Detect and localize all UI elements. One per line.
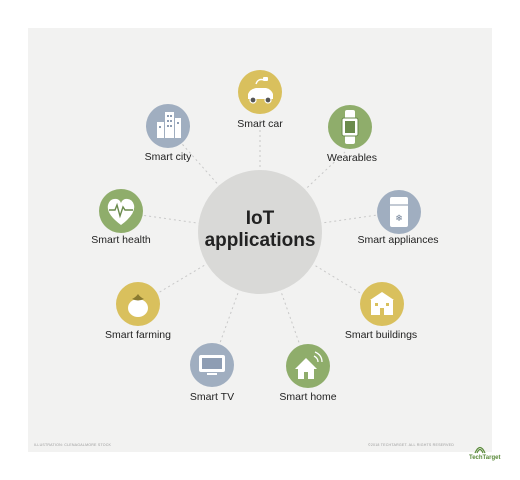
connector-smart-home xyxy=(259,231,309,369)
node-label: Smart city xyxy=(145,151,192,163)
center-title-line1: IoT xyxy=(246,208,275,229)
node-label: Wearables xyxy=(327,152,377,164)
node-smart-city: Smart city xyxy=(145,104,192,163)
connector-smart-city xyxy=(167,127,261,233)
connector-smart-buildings xyxy=(259,231,381,306)
node-smart-health: Smart health xyxy=(91,189,151,246)
connector-smart-appliances xyxy=(259,211,399,233)
techtarget-logo-text: TechTarget xyxy=(469,455,501,461)
heart-pulse-icon xyxy=(107,198,135,225)
node-smart-tv: Smart TV xyxy=(190,343,234,403)
svg-text:❄: ❄ xyxy=(395,214,403,224)
node-label: Smart farming xyxy=(105,329,171,341)
center-title-line2: applications xyxy=(205,230,316,251)
connector-smart-farming xyxy=(137,231,261,306)
footer-illustration-credit: ILLUSTRATION: CLENAGALMORE STOCK xyxy=(34,443,112,447)
tv-icon xyxy=(199,355,225,375)
node-label: Smart TV xyxy=(190,391,234,403)
node-label: Smart health xyxy=(91,234,151,246)
node-smart-home: Smart home xyxy=(279,344,337,403)
footer-copyright: ©2018 TECHTARGET. ALL RIGHTS RESERVED xyxy=(367,443,454,447)
node-smart-buildings: Smart buildings xyxy=(345,282,417,341)
car-icon xyxy=(248,77,273,104)
node-label: Smart buildings xyxy=(345,329,417,341)
smartwatch-icon xyxy=(341,110,359,144)
node-label: Smart home xyxy=(279,391,336,403)
connector-smart-tv xyxy=(211,231,261,366)
node-label: Smart appliances xyxy=(357,234,438,246)
city-buildings-icon xyxy=(157,112,181,138)
connector-smart-health xyxy=(119,211,261,233)
building-icon xyxy=(370,292,394,315)
tomato-icon xyxy=(128,294,148,317)
techtarget-logo-icon xyxy=(474,446,486,454)
home-wifi-icon xyxy=(295,351,323,379)
node-smart-car: Smart car xyxy=(237,70,283,130)
node-label: Smart car xyxy=(237,118,283,130)
refrigerator-icon: ❄ xyxy=(390,197,408,227)
node-wearables: Wearables xyxy=(327,105,377,164)
center-circle xyxy=(198,170,322,294)
node-smart-farming: Smart farming xyxy=(105,282,171,341)
node-smart-appliances: ❄ Smart appliances xyxy=(357,190,439,246)
